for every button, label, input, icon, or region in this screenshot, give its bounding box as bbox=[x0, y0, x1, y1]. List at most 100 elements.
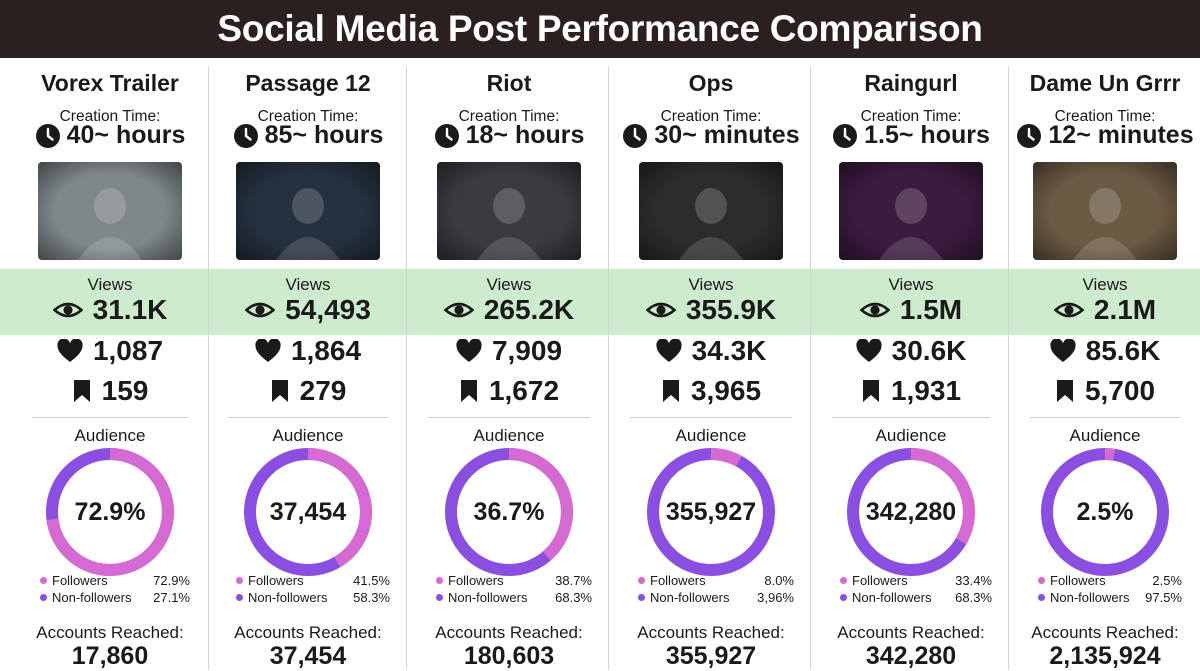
accounts-reached-value: 2,135,924 bbox=[1049, 642, 1161, 670]
followers-dot bbox=[236, 577, 243, 584]
followers-arc bbox=[244, 448, 372, 576]
bookmark-icon bbox=[271, 380, 288, 402]
views-value: 1.5M bbox=[899, 294, 963, 325]
legend-non-followers: Non-followers 68.3% bbox=[436, 590, 592, 605]
likes-value: 34.3K bbox=[691, 335, 767, 366]
followers-legend-label: Followers bbox=[248, 573, 304, 588]
likes-row: 7,909 bbox=[408, 335, 610, 367]
saves-row: 1,672 bbox=[408, 375, 610, 407]
clock-icon bbox=[434, 123, 459, 148]
post-column-4: Ops Creation Time: 30~ minutes Views 355… bbox=[610, 58, 812, 670]
eye-icon bbox=[52, 302, 83, 318]
followers-arc bbox=[46, 448, 174, 576]
column-divider bbox=[1008, 66, 1009, 670]
non-followers-legend-value: 27.1% bbox=[153, 590, 190, 605]
saves-row: 1,931 bbox=[812, 375, 1010, 407]
post-thumbnail[interactable] bbox=[839, 162, 983, 260]
heart-icon bbox=[856, 339, 882, 362]
accounts-reached-label: Accounts Reached: bbox=[36, 623, 184, 642]
creation-time-row: 18~ hours bbox=[408, 121, 610, 150]
clock-icon bbox=[833, 123, 858, 148]
post-thumbnail[interactable] bbox=[236, 162, 380, 260]
bookmark-icon bbox=[862, 380, 879, 402]
heart-icon bbox=[255, 339, 281, 362]
followers-legend-value: 38.7% bbox=[555, 573, 592, 588]
non-followers-legend-value: 68.3% bbox=[555, 590, 592, 605]
views-row: 54,493 bbox=[208, 294, 408, 326]
followers-dot bbox=[1038, 577, 1045, 584]
heart-icon bbox=[57, 339, 83, 362]
image-placeholder-icon bbox=[639, 162, 783, 260]
followers-dot bbox=[436, 577, 443, 584]
followers-legend-value: 41.5% bbox=[353, 573, 390, 588]
followers-arc bbox=[1041, 448, 1169, 576]
accounts-reached-label: Accounts Reached: bbox=[435, 623, 583, 642]
creation-time-value: 12~ minutes bbox=[1048, 121, 1194, 149]
accounts-reached-value: 342,280 bbox=[865, 642, 957, 670]
non-followers-dot bbox=[436, 594, 443, 601]
likes-row: 34.3K bbox=[610, 335, 812, 367]
image-placeholder-icon bbox=[839, 162, 983, 260]
followers-dot bbox=[638, 577, 645, 584]
non-followers-legend-value: 68.3% bbox=[955, 590, 992, 605]
image-placeholder-icon bbox=[38, 162, 182, 260]
audience-label: Audience bbox=[74, 426, 146, 445]
column-divider bbox=[406, 66, 407, 670]
accounts-reached-label: Accounts Reached: bbox=[637, 623, 785, 642]
views-row: 265.2K bbox=[408, 294, 610, 326]
post-column-1: Vorex Trailer Creation Time: 40~ hours V… bbox=[12, 58, 208, 670]
post-thumbnail[interactable] bbox=[38, 162, 182, 260]
views-value: 2.1M bbox=[1093, 294, 1157, 325]
heart-icon bbox=[1050, 339, 1076, 362]
post-column-2: Passage 12 Creation Time: 85~ hours View… bbox=[208, 58, 408, 670]
followers-legend-label: Followers bbox=[52, 573, 108, 588]
audience-center-value: 72.9% bbox=[74, 497, 146, 526]
post-thumbnail[interactable] bbox=[1033, 162, 1177, 260]
post-thumbnail[interactable] bbox=[437, 162, 581, 260]
post-column-5: Raingurl Creation Time: 1.5~ hours Views bbox=[812, 58, 1010, 670]
creation-time-value: 1.5~ hours bbox=[864, 121, 990, 149]
saves-value: 279 bbox=[299, 375, 347, 406]
creation-time-value: 18~ hours bbox=[465, 121, 585, 149]
non-followers-legend-label: Non-followers bbox=[52, 590, 132, 605]
bookmark-icon bbox=[460, 380, 477, 402]
creation-time-row: 30~ minutes bbox=[610, 121, 812, 150]
saves-row: 159 bbox=[12, 375, 208, 407]
creation-time-label: Creation Time: bbox=[860, 108, 962, 125]
saves-value: 159 bbox=[101, 375, 149, 406]
column-divider bbox=[208, 66, 209, 670]
creation-time-label: Creation Time: bbox=[59, 108, 161, 125]
followers-arc bbox=[445, 448, 573, 576]
post-title: Vorex Trailer bbox=[41, 70, 179, 96]
likes-value: 1,087 bbox=[92, 335, 164, 366]
creation-time-row: 12~ minutes bbox=[1010, 121, 1200, 150]
views-label: Views bbox=[1082, 275, 1128, 294]
legend-followers: Followers 8.0% bbox=[638, 573, 794, 588]
accounts-reached-value: 355,927 bbox=[665, 642, 757, 670]
legend-followers: Followers 2.5% bbox=[1038, 573, 1182, 588]
likes-value: 7,909 bbox=[491, 335, 563, 366]
likes-row: 1,864 bbox=[208, 335, 408, 367]
views-row: 1.5M bbox=[812, 294, 1010, 326]
views-label: Views bbox=[87, 275, 133, 294]
column-divider bbox=[810, 66, 811, 670]
post-title: Dame Un Grrr bbox=[1029, 70, 1181, 96]
views-label: Views bbox=[688, 275, 734, 294]
saves-value: 3,965 bbox=[690, 375, 762, 406]
image-placeholder-icon bbox=[437, 162, 581, 260]
non-followers-dot bbox=[236, 594, 243, 601]
followers-dot bbox=[40, 577, 47, 584]
legend-non-followers: Non-followers 97.5% bbox=[1038, 590, 1182, 605]
non-followers-dot bbox=[638, 594, 645, 601]
followers-legend-value: 33.4% bbox=[955, 573, 992, 588]
likes-row: 30.6K bbox=[812, 335, 1010, 367]
post-thumbnail[interactable] bbox=[639, 162, 783, 260]
saves-value: 1,672 bbox=[488, 375, 560, 406]
section-divider bbox=[1030, 417, 1180, 418]
post-column-6: Dame Un Grrr Creation Time: 12~ minutes … bbox=[1010, 58, 1200, 670]
likes-value: 1,864 bbox=[290, 335, 362, 366]
audience-label: Audience bbox=[473, 426, 545, 445]
followers-arc bbox=[647, 448, 775, 576]
audience-donut bbox=[46, 448, 174, 576]
creation-time-row: 1.5~ hours bbox=[812, 121, 1010, 150]
